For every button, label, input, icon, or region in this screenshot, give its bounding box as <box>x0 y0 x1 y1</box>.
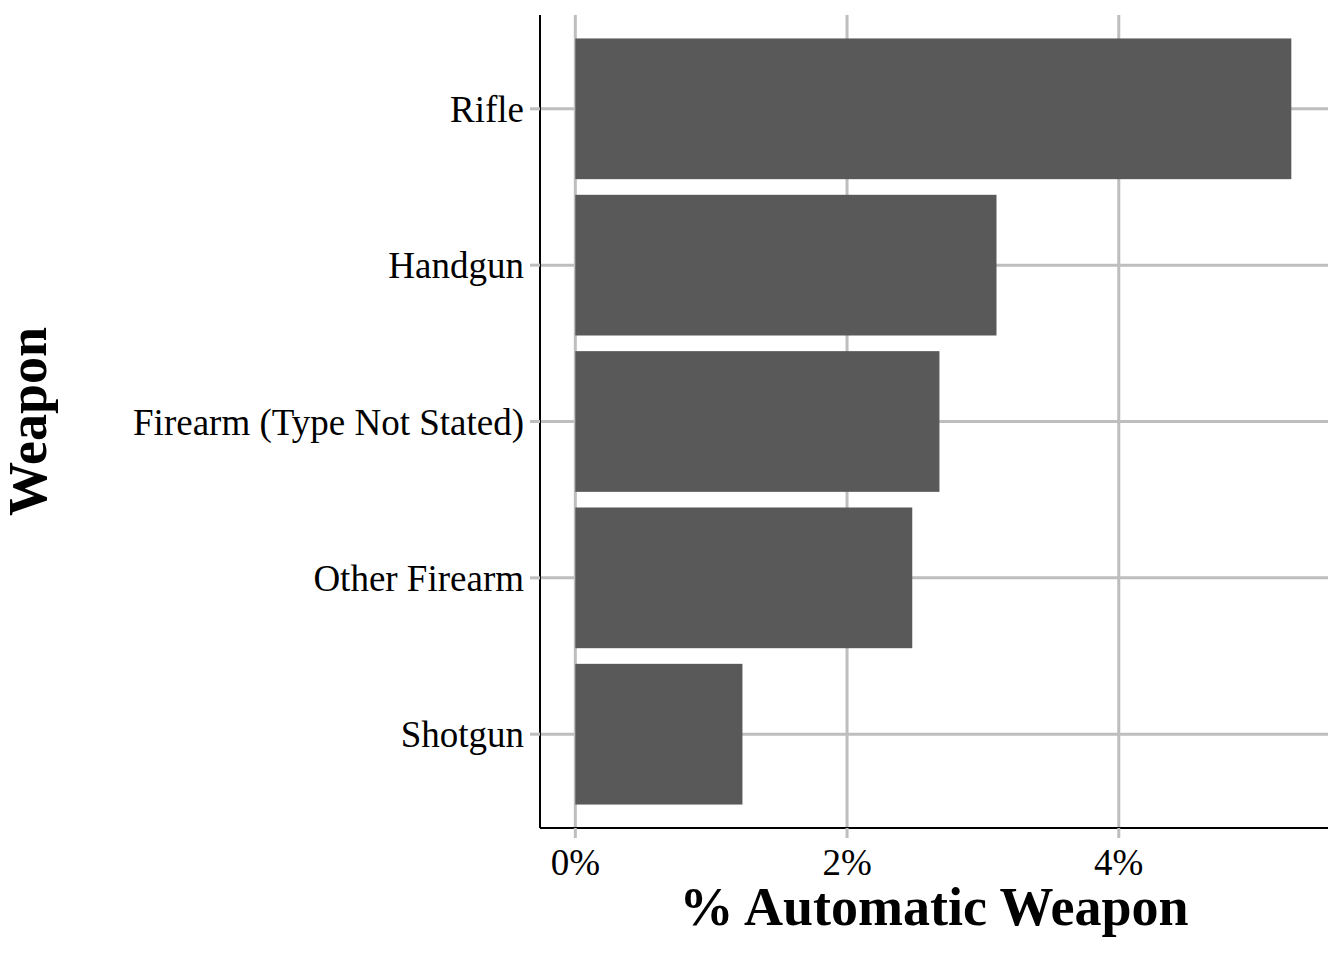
grid <box>540 15 1328 828</box>
y-tick <box>530 576 540 579</box>
y-tick-label: Other Firearm <box>313 558 524 599</box>
bar <box>575 195 996 336</box>
x-axis-title: % Automatic Weapon <box>679 877 1188 937</box>
x-axis-line <box>540 827 1328 829</box>
y-tick-label: Shotgun <box>401 714 524 755</box>
chart: 0%2%4%RifleHandgunFirearm (Type Not Stat… <box>0 0 1344 960</box>
bar <box>575 507 912 648</box>
y-tick <box>530 420 540 423</box>
y-tick <box>530 264 540 267</box>
y-axis-title: Weapon <box>0 327 58 516</box>
x-tick <box>574 828 577 838</box>
bar <box>575 38 1291 179</box>
bar <box>575 664 742 805</box>
y-tick-label: Handgun <box>388 245 524 286</box>
y-tick-label: Rifle <box>450 89 524 130</box>
axes: 0%2%4%RifleHandgunFirearm (Type Not Stat… <box>133 15 1328 883</box>
x-tick-label: 0% <box>551 842 600 883</box>
y-tick-label: Firearm (Type Not Stated) <box>133 402 524 444</box>
x-tick <box>846 828 849 838</box>
bars <box>575 38 1291 804</box>
y-tick <box>530 107 540 110</box>
y-tick <box>530 733 540 736</box>
bar <box>575 351 939 492</box>
x-tick <box>1117 828 1120 838</box>
